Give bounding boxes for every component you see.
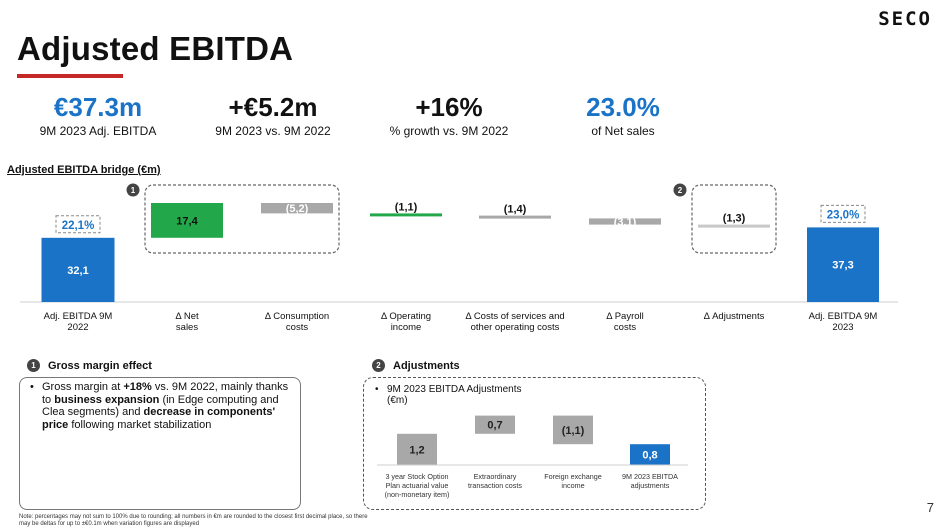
bar-value-label: (3,1) xyxy=(614,217,637,229)
gross-margin-text-part: business expansion xyxy=(54,393,160,406)
gross-margin-box xyxy=(19,377,301,510)
bar-3 xyxy=(370,213,442,217)
kpi-growth: +16% % growth vs. 9M 2022 xyxy=(374,92,524,138)
title-underline xyxy=(17,74,123,78)
bar-value-label: (1,3) xyxy=(723,213,746,225)
adjustments-header: 2 Adjustments xyxy=(372,359,460,372)
callout-number-2: 2 xyxy=(372,359,385,372)
category-label: costs xyxy=(286,322,308,333)
bar-value-label: (5,2) xyxy=(286,203,309,215)
kpi-label: of Net sales xyxy=(591,124,655,138)
adj-bar-3 xyxy=(630,444,670,465)
category-label: Δ Payroll xyxy=(606,311,644,322)
category-label: Δ Net xyxy=(175,311,199,322)
callout-badge-number: 1 xyxy=(131,186,136,195)
kpi-value: €37.3m xyxy=(53,92,143,122)
bar-value-label: 37,3 xyxy=(832,260,853,272)
gross-margin-text-part: following market stabilization xyxy=(68,418,212,431)
category-label: Δ Adjustments xyxy=(704,311,765,322)
adj-category-label: 9M 2023 EBITDA xyxy=(622,472,678,481)
adjustments-title: Adjustments xyxy=(393,359,460,372)
adj-bar-value-label: 1,2 xyxy=(409,444,424,456)
kpi-value: +€5.2m xyxy=(228,92,318,122)
adj-bar-value-label: (1,1) xyxy=(562,425,585,437)
bullet: • xyxy=(375,384,379,395)
bar-4 xyxy=(479,215,551,219)
adj-category-label: transaction costs xyxy=(468,481,522,490)
gross-margin-text-part: vs. 9M 2022, mainly thanks to xyxy=(42,381,289,406)
callout-box-2 xyxy=(691,184,777,254)
page-title: Adjusted EBITDA xyxy=(17,30,294,67)
adj-category-label: (non-monetary item) xyxy=(385,490,450,499)
adjustments-chart-title: (€m) xyxy=(387,395,408,406)
category-label: income xyxy=(391,322,422,333)
callout-badge-2 xyxy=(673,183,687,197)
kpi-value: 23.0% xyxy=(586,92,660,122)
callout-badge-number: 2 xyxy=(678,186,683,195)
gross-margin-title: Gross margin effect xyxy=(48,359,152,372)
bar-value-label: (1,1) xyxy=(395,201,418,213)
adjustments-chart: • 9M 2023 EBITDA Adjustments(€m) 1,2 0,7 (1,… xyxy=(375,384,688,499)
bar-value-label: 17,4 xyxy=(176,215,198,227)
adj-bar-value-label: 0,7 xyxy=(487,420,502,432)
adj-category-label: 3 year Stock Option xyxy=(385,472,448,481)
callout-number-1: 1 xyxy=(27,359,40,372)
adj-bar-1 xyxy=(475,415,515,434)
bar-value-label: 32,1 xyxy=(67,265,88,277)
bar-6 xyxy=(698,224,770,228)
gross-margin-text-part: (in Edge computing and Clea segments) an… xyxy=(42,393,279,419)
category-label: 2022 xyxy=(67,322,88,333)
adjustments-box xyxy=(363,377,706,510)
gross-margin-text-part: Gross margin at xyxy=(42,381,124,393)
category-label: other operating costs xyxy=(471,322,560,333)
callout-box-1 xyxy=(144,184,340,254)
adj-bar-value-label: 0,8 xyxy=(642,450,657,462)
bar-2 xyxy=(261,203,333,214)
category-label: sales xyxy=(176,322,198,333)
seco-logo: SECO xyxy=(878,8,932,30)
kpi-adj-ebitda: €37.3m 9M 2023 Adj. EBITDA xyxy=(28,92,168,138)
kpi-label: % growth vs. 9M 2022 xyxy=(389,124,509,138)
margin-label-box xyxy=(820,204,866,223)
footnote: Note: percentages may not sum to 100% du… xyxy=(19,514,368,527)
callout-badge-1 xyxy=(126,183,140,197)
kpi-value: +16% xyxy=(415,92,483,122)
margin-label: 23,0% xyxy=(827,209,860,221)
bar-5 xyxy=(589,218,661,225)
category-label: Δ Costs of services and xyxy=(465,311,564,322)
category-label: Δ Operating xyxy=(381,311,431,322)
adj-category-label: Extraordinary xyxy=(474,472,517,481)
kpi-margin: 23.0% of Net sales xyxy=(558,92,688,138)
category-label: Δ Consumption xyxy=(265,311,329,322)
gross-margin-paragraph: Gross margin at +18% vs. 9M 2022, mainly… xyxy=(42,381,292,431)
category-label: Adj. EBITDA 9M xyxy=(44,311,113,322)
margin-label: 22,1% xyxy=(62,220,95,232)
page-number: 7 xyxy=(926,500,934,515)
bar-7 xyxy=(807,227,879,302)
adj-category-label: Foreign exchange xyxy=(544,472,602,481)
kpi-abs-change: +€5.2m 9M 2023 vs. 9M 2022 xyxy=(198,92,348,138)
adj-bar-0 xyxy=(397,433,437,465)
kpi-label: 9M 2023 vs. 9M 2022 xyxy=(215,124,331,138)
ebitda-bridge-chart: 1 2 32,1 17,4 (5,2) (1,1) (1,4) (3,1) (1,3) 37,3 2… xyxy=(20,183,898,333)
gross-margin-text: • Gross margin at +18% vs. 9M 2022, main… xyxy=(30,381,292,431)
bar-value-label: (1,4) xyxy=(504,204,527,216)
kpi-label: 9M 2023 Adj. EBITDA xyxy=(39,124,157,138)
adj-category-label: adjustments xyxy=(631,481,670,490)
bar-0 xyxy=(41,237,115,302)
gross-margin-text-part: +18% xyxy=(123,381,152,393)
category-label: 2023 xyxy=(832,322,853,333)
gross-margin-header: 1 Gross margin effect xyxy=(27,359,152,372)
category-label: costs xyxy=(614,322,636,333)
bullet: • xyxy=(30,381,34,393)
adj-bar-2 xyxy=(553,415,593,445)
gross-margin-text-part: decrease in components' price xyxy=(42,406,276,431)
bridge-chart-title: Adjusted EBITDA bridge (€m) xyxy=(7,164,161,176)
adjustments-chart-title: 9M 2023 EBITDA Adjustments xyxy=(387,384,522,395)
category-label: Adj. EBITDA 9M xyxy=(809,311,878,322)
bar-1 xyxy=(151,203,223,238)
adj-category-label: income xyxy=(561,481,584,490)
adj-category-label: Plan actuarial value xyxy=(386,481,449,490)
margin-label-box xyxy=(55,215,101,234)
